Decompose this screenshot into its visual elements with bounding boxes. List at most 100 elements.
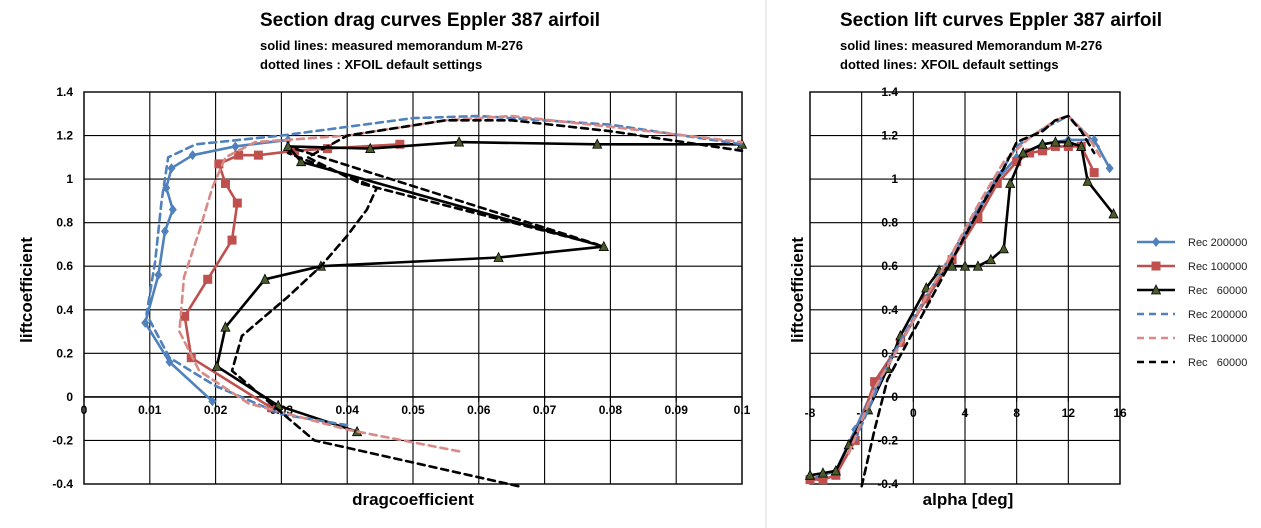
legend-label-5: Rec 60000 xyxy=(1188,357,1247,369)
lift-xtick-label: 12 xyxy=(1062,406,1076,420)
lift-series-line-4 xyxy=(847,114,1102,455)
drag-series-2-point-8 xyxy=(295,155,307,167)
lift-series-1-point-16 xyxy=(1089,168,1099,178)
drag-series-0-point-4 xyxy=(160,226,169,237)
drag-series-0-point-2 xyxy=(141,317,150,328)
lift-ytick-label: 1 xyxy=(891,172,898,186)
drag-series-1-point-3 xyxy=(203,274,213,284)
drag-xtick-label: 0.08 xyxy=(599,403,623,417)
legend-marker-2 xyxy=(1150,284,1162,295)
lift-series-2-point-19 xyxy=(1076,140,1087,151)
drag-series-2-point-2 xyxy=(211,360,223,371)
drag-y-axis-label: liftcoefficient xyxy=(17,237,36,343)
lift-ytick-label: 0 xyxy=(891,390,898,404)
lift-series-1-point-9 xyxy=(992,178,1002,188)
drag-xtick-label: 0.05 xyxy=(401,403,425,417)
lift-series-2-point-20 xyxy=(1082,175,1093,186)
drag-xtick-label: 0.02 xyxy=(204,403,228,417)
drag-xtick-label: 0.01 xyxy=(138,403,162,417)
lift-series-2-point-16 xyxy=(1037,138,1048,149)
drag-ytick-label: 0.8 xyxy=(56,216,73,230)
drag-xtick-label: 0.09 xyxy=(665,403,689,417)
lift-series-line-0 xyxy=(808,138,1111,481)
lift-ytick-label: 0.4 xyxy=(881,303,898,317)
drag-series-2-point-10 xyxy=(365,142,376,154)
drag-series-line-4 xyxy=(178,114,744,453)
lift-chart-subtitle-1: solid lines: measured Memorandum M-276 xyxy=(840,38,1103,53)
legend-marker-1 xyxy=(1151,261,1161,271)
lift-xtick-label: 0 xyxy=(910,406,917,420)
legend-label-0: Rec 200000 xyxy=(1188,237,1247,249)
drag-series-1-point-10 xyxy=(290,146,300,156)
legend-box xyxy=(1131,228,1261,378)
legend-label-4: Rec 100000 xyxy=(1188,333,1247,345)
lift-xtick-label: 8 xyxy=(1013,406,1020,420)
drag-series-1-point-2 xyxy=(180,311,190,321)
lift-chart-title: Section lift curves Eppler 387 airfoil xyxy=(840,10,1163,31)
lift-series-1-point-10 xyxy=(1012,157,1022,167)
drag-series-0-point-1 xyxy=(165,357,174,368)
drag-xtick-label: 0.04 xyxy=(336,403,360,417)
lift-series-1-point-12 xyxy=(1038,146,1047,156)
lift-series-2-point-13 xyxy=(998,242,1009,254)
lift-series-2-point-17 xyxy=(1050,136,1061,147)
drag-ytick-label: 0.6 xyxy=(56,259,73,273)
drag-series-1-point-12 xyxy=(395,139,405,149)
drag-series-line-5 xyxy=(230,119,744,488)
drag-series-1-point-0 xyxy=(267,403,277,413)
drag-series-0-point-5 xyxy=(168,204,177,215)
drag-series-line-3 xyxy=(145,114,744,427)
drag-series-0-point-8 xyxy=(188,150,197,161)
drag-series-0-point-9 xyxy=(231,141,240,152)
drag-ytick-label: 0.2 xyxy=(56,346,73,360)
lift-ytick-label: 0.8 xyxy=(881,216,898,230)
legend-marker-0 xyxy=(1152,237,1160,247)
drag-ytick-label: -0.4 xyxy=(52,477,73,491)
legend-label-2: Rec 60000 xyxy=(1188,285,1247,297)
lift-series-2-point-18 xyxy=(1063,136,1074,147)
drag-series-2-point-7 xyxy=(598,240,609,252)
legend-label-1: Rec 100000 xyxy=(1188,261,1247,273)
drag-series-0-point-0 xyxy=(208,396,217,407)
lift-xtick-label: 4 xyxy=(962,406,969,420)
lift-series-2-point-1 xyxy=(817,467,829,478)
drag-series-1-point-4 xyxy=(227,235,237,245)
drag-series-1-point-5 xyxy=(232,198,242,208)
lift-series-line-5 xyxy=(860,114,1096,488)
drag-ytick-label: 1.4 xyxy=(56,85,73,99)
drag-series-0-point-7 xyxy=(167,163,176,174)
lift-series-2-point-21 xyxy=(1108,208,1119,219)
lift-series-2-point-14 xyxy=(1005,177,1016,188)
lift-y-axis-label: liftcoefficient xyxy=(788,237,807,343)
lift-series-1-point-11 xyxy=(1025,148,1035,158)
drag-series-2-point-4 xyxy=(259,273,271,284)
lift-series-1-point-4 xyxy=(870,377,880,387)
drag-ytick-label: -0.2 xyxy=(52,433,73,447)
drag-series-2-point-3 xyxy=(220,321,231,332)
lift-series-2-point-10 xyxy=(959,260,971,271)
drag-series-line-2 xyxy=(215,140,744,434)
lift-series-2-point-0 xyxy=(804,469,816,480)
lift-series-2-point-2 xyxy=(830,465,841,476)
drag-series-0-point-3 xyxy=(154,269,163,280)
drag-ytick-label: 1 xyxy=(66,172,73,186)
lift-series-2-point-15 xyxy=(1017,147,1029,158)
drag-chart-subtitle-1: solid lines: measured memorandum M-276 xyxy=(260,38,523,53)
drag-x-axis-label: dragcoefficient xyxy=(352,490,474,509)
lift-series-0-point-13 xyxy=(1105,163,1114,174)
drag-xtick-label: 0.06 xyxy=(467,403,491,417)
legend-label-3: Rec 200000 xyxy=(1188,309,1247,321)
drag-ytick-label: 1.2 xyxy=(56,129,73,143)
lift-ytick-label: -0.2 xyxy=(877,433,898,447)
drag-series-1-point-6 xyxy=(220,178,230,188)
drag-series-2-point-12 xyxy=(592,138,603,149)
drag-series-1-point-8 xyxy=(234,150,244,160)
drag-chart-title: Section drag curves Eppler 387 airfoil xyxy=(260,10,601,31)
lift-ytick-label: 0.6 xyxy=(881,259,898,273)
drag-ytick-label: 0 xyxy=(66,390,73,404)
drag-plot-frame xyxy=(83,91,743,485)
lift-plot-frame xyxy=(809,91,1121,485)
drag-ytick-label: 0.4 xyxy=(56,303,73,317)
lift-series-1-point-8 xyxy=(973,213,983,223)
